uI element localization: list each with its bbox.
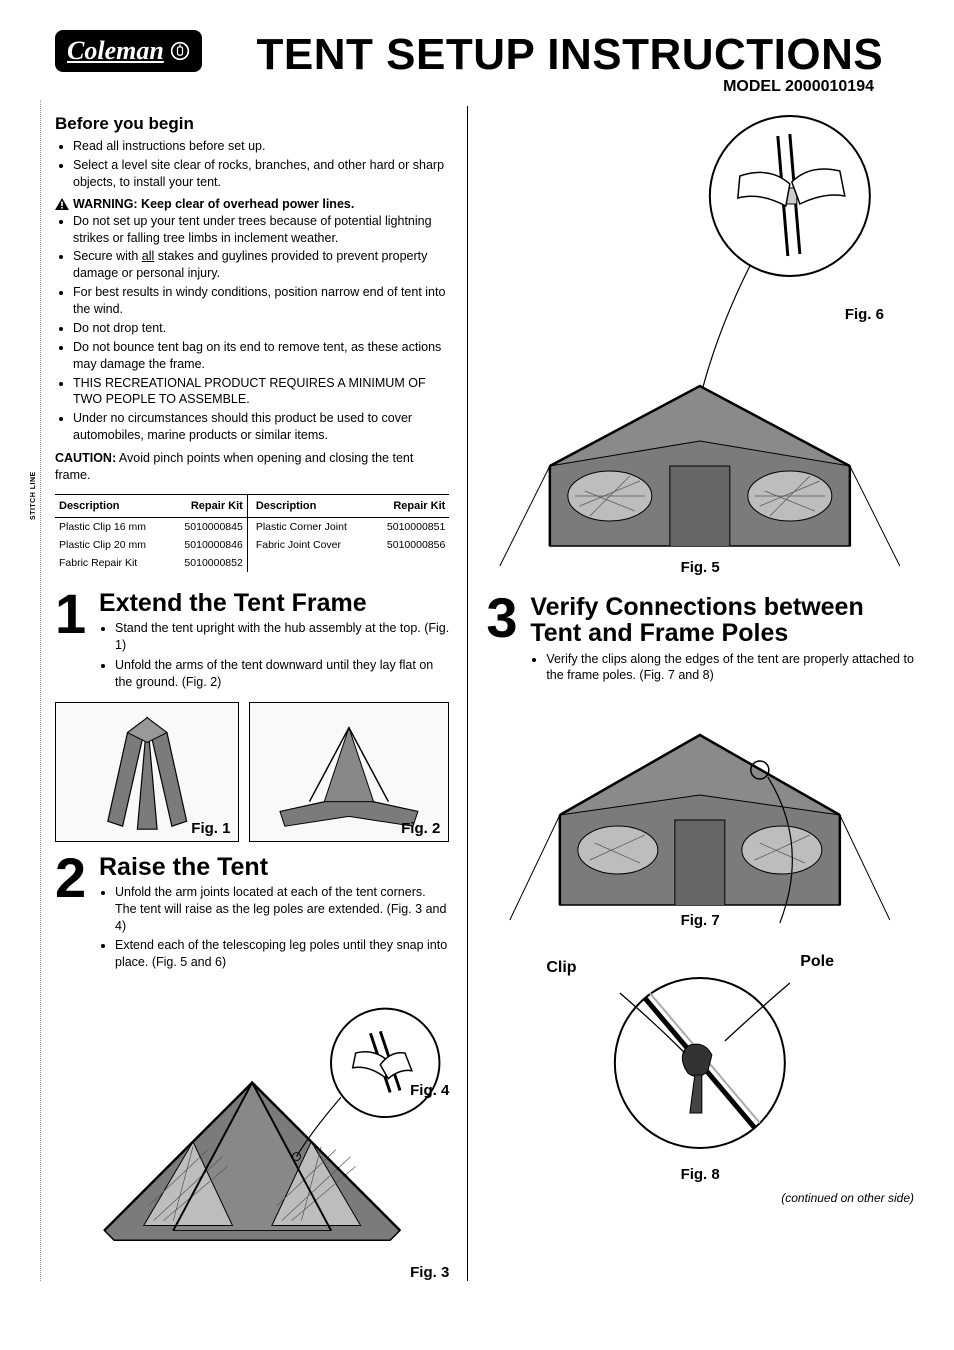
fig-label: Fig. 6	[845, 306, 884, 323]
step-bullet: Unfold the arm joints located at each of…	[115, 884, 449, 935]
step-bullet: Stand the tent upright with the hub asse…	[115, 620, 449, 654]
warning-line: WARNING: Keep clear of overhead power li…	[55, 197, 449, 211]
fig-3-4-group: Fig. 4 Fig. 3	[55, 982, 449, 1281]
cell-desc: Plastic Corner Joint	[247, 517, 370, 536]
step-3: 3 Verify Connections between Tent and Fr…	[486, 594, 914, 687]
tent-raising-illustration	[55, 982, 449, 1262]
before-item: Do not set up your tent under trees beca…	[73, 213, 449, 247]
left-column: Before you begin Read all instructions b…	[55, 106, 467, 1281]
step-bullet: Unfold the arms of the tent downward unt…	[115, 657, 449, 691]
repair-kit-table: Description Repair Kit Description Repai…	[55, 494, 449, 572]
fig-label: Fig. 1	[191, 820, 230, 837]
warning-text: WARNING: Keep clear of overhead power li…	[73, 197, 354, 211]
fig-label: Fig. 5	[486, 559, 914, 576]
before-item: For best results in windy conditions, po…	[73, 284, 449, 318]
step-bullet: Extend each of the telescoping leg poles…	[115, 937, 449, 971]
fig-label: Fig. 7	[486, 912, 914, 929]
step-number: 3	[486, 594, 520, 687]
fig-5-6-group: Fig. 6 Fig. 5	[486, 106, 914, 576]
th-kit: Repair Kit	[168, 494, 248, 517]
stitch-line-label: STITCH LINE	[30, 471, 37, 520]
continued-note: (continued on other side)	[486, 1191, 914, 1205]
cell-kit: 5010000851	[370, 517, 449, 536]
brand-logo: Coleman	[55, 30, 202, 72]
right-column: Fig. 6 Fig. 5 3 Verify Connections betwe…	[467, 106, 914, 1281]
th-desc: Description	[55, 494, 168, 517]
fig-row-1-2: Fig. 1 Fig. 2	[55, 702, 449, 842]
warning-icon	[55, 198, 69, 210]
main-title: TENT SETUP INSTRUCTIONS	[226, 30, 914, 80]
tent-clips-illustration	[486, 695, 914, 925]
table-row: Fabric Repair Kit 5010000852	[55, 554, 449, 572]
before-list-2: Do not set up your tent under trees beca…	[55, 213, 449, 444]
step-bullet: Verify the clips along the edges of the …	[546, 651, 914, 685]
cell-kit: 5010000846	[168, 536, 248, 554]
page-header: Coleman TENT SETUP INSTRUCTIONS MODEL 20…	[55, 30, 914, 96]
step-title: Raise the Tent	[99, 854, 449, 880]
before-item: THIS RECREATIONAL PRODUCT REQUIRES A MIN…	[73, 375, 449, 409]
caution-text: CAUTION: Avoid pinch points when opening…	[55, 450, 449, 484]
before-heading: Before you begin	[55, 114, 449, 134]
tent-raised-illustration	[486, 106, 914, 576]
title-block: TENT SETUP INSTRUCTIONS MODEL 2000010194	[226, 30, 914, 96]
figure-1: Fig. 1	[55, 702, 239, 842]
lantern-icon	[170, 41, 190, 61]
step-number: 2	[55, 854, 89, 975]
caution-label: CAUTION:	[55, 451, 116, 465]
pole-callout: Pole	[800, 953, 834, 971]
before-item: Do not bounce tent bag on its end to rem…	[73, 339, 449, 373]
cell-desc: Plastic Clip 20 mm	[55, 536, 168, 554]
table-row: Plastic Clip 16 mm 5010000845 Plastic Co…	[55, 517, 449, 536]
cell-kit: 5010000845	[168, 517, 248, 536]
cell-kit: 5010000852	[168, 554, 248, 572]
th-kit: Repair Kit	[370, 494, 449, 517]
fig-label: Fig. 2	[401, 820, 440, 837]
step-2: 2 Raise the Tent Unfold the arm joints l…	[55, 854, 449, 975]
cell-desc: Fabric Repair Kit	[55, 554, 168, 572]
figure-8: Clip Pole Fig. 8	[486, 953, 914, 1183]
before-item: Secure with all stakes and guylines prov…	[73, 248, 449, 282]
figure-3	[55, 982, 449, 1262]
fig-label: Fig. 8	[486, 1166, 914, 1183]
table-row: Plastic Clip 20 mm 5010000846 Fabric Joi…	[55, 536, 449, 554]
before-item: Under no circumstances should this produ…	[73, 410, 449, 444]
figure-7: Fig. 7	[486, 695, 914, 925]
th-desc: Description	[247, 494, 370, 517]
cell-desc: Fabric Joint Cover	[247, 536, 370, 554]
before-item: Read all instructions before set up.	[73, 138, 449, 155]
model-number: MODEL 2000010194	[226, 78, 914, 96]
cell-desc: Plastic Clip 16 mm	[55, 517, 168, 536]
fig-label: Fig. 4	[410, 1082, 449, 1099]
before-item: Do not drop tent.	[73, 320, 449, 337]
text-part: Secure with	[73, 249, 142, 263]
before-list-1: Read all instructions before set up. Sel…	[55, 138, 449, 191]
fig-label: Fig. 3	[55, 1264, 449, 1281]
clip-detail-illustration	[486, 953, 914, 1183]
stitch-dotted-line	[40, 100, 41, 1281]
before-item: Select a level site clear of rocks, bran…	[73, 157, 449, 191]
figure-2: Fig. 2	[249, 702, 449, 842]
text-underline: all	[142, 249, 155, 263]
cell-kit: 5010000856	[370, 536, 449, 554]
step-number: 1	[55, 590, 89, 694]
step-1: 1 Extend the Tent Frame Stand the tent u…	[55, 590, 449, 694]
clip-callout: Clip	[546, 959, 576, 977]
step-title: Verify Connections between Tent and Fram…	[530, 594, 914, 647]
logo-text: Coleman	[67, 36, 164, 66]
step-title: Extend the Tent Frame	[99, 590, 449, 616]
